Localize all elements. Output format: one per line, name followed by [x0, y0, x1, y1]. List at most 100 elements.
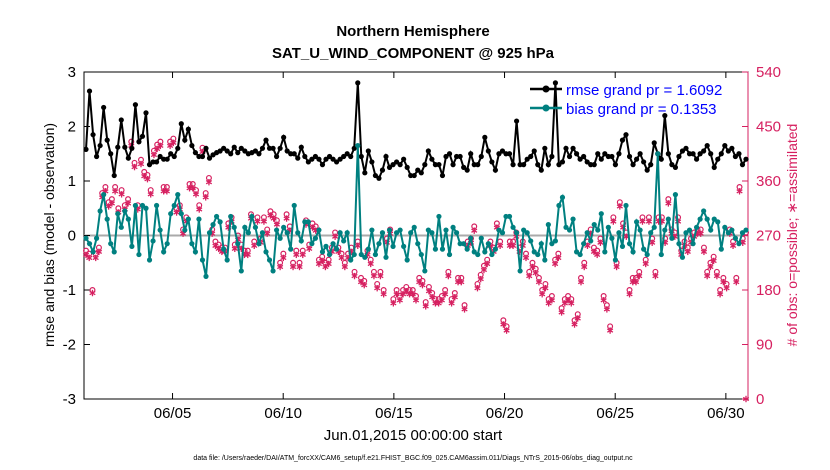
obs-assimilated-point: [267, 212, 274, 219]
obs-assimilated-point: [723, 284, 730, 292]
bias-point: [468, 235, 474, 241]
obs-assimilated-point: [597, 239, 604, 246]
obs-assimilated-stroke: [448, 301, 455, 306]
bias-point: [404, 257, 410, 263]
rmse-point: [528, 153, 534, 160]
obs-assimilated-point: [448, 300, 455, 307]
rmse-point: [510, 162, 516, 168]
obs-assimilated-point: [603, 306, 610, 313]
y-axis-label-left: rmse and bias (model - observation): [41, 123, 57, 347]
rmse-point: [450, 162, 456, 168]
obs-assimilated-point: [163, 188, 170, 195]
obs-assimilated-point: [561, 300, 568, 307]
bias-point: [245, 230, 251, 236]
obs-assimilated-point: [244, 251, 251, 259]
obs-assimilated-point: [270, 215, 277, 222]
obs-assimilated-stroke: [124, 201, 132, 206]
obs-assimilated-point: [697, 230, 704, 237]
obs-assimilated-stroke: [167, 143, 174, 149]
bias-point: [355, 142, 361, 149]
obs-assimilated-point: [332, 233, 339, 240]
rmse-point: [235, 150, 241, 156]
rmse-point: [277, 145, 283, 151]
y-axis-label-right: # of obs: o=possible; ∗=assimilated: [784, 124, 800, 347]
obs-assimilated-point: [503, 327, 510, 334]
rmse-point: [506, 151, 513, 157]
bias-point: [453, 230, 460, 236]
bias-point: [288, 246, 294, 252]
obs-assimilated-stroke: [555, 255, 562, 261]
bias-point: [693, 224, 700, 230]
bias-point: [319, 249, 326, 255]
obs-assimilated-stroke: [380, 292, 387, 297]
bias-point: [259, 230, 266, 236]
obs-assimilated-stroke: [458, 279, 465, 285]
obs-assimilated-stroke: [626, 292, 633, 297]
obs-assimilated-stroke: [484, 261, 491, 267]
bias-point: [118, 224, 124, 230]
obs-assimilated-point: [497, 242, 504, 249]
obs-assimilated-stroke: [283, 216, 290, 221]
y-tick-label-left: 2: [68, 119, 76, 136]
obs-assimilated-point: [632, 278, 640, 286]
x-tick-label: 06/20: [486, 405, 524, 422]
obs-assimilated-point: [341, 263, 348, 271]
obs-assimilated-point: [167, 142, 174, 150]
obs-assimilated-stroke: [254, 219, 261, 224]
obs-assimilated-stroke: [370, 273, 378, 279]
obs-assimilated-point: [299, 251, 306, 259]
bias-point: [482, 249, 488, 255]
rmse-point: [157, 153, 163, 160]
bias-point: [326, 251, 333, 258]
rmse-point: [457, 153, 463, 160]
rmse-point: [111, 172, 117, 179]
y-tick-label-left: 1: [68, 173, 76, 190]
bias-point: [344, 230, 350, 236]
obs-assimilated-point: [600, 297, 607, 304]
rmse-point: [492, 167, 499, 173]
rmse-point: [626, 153, 633, 160]
obs-assimilated-point: [231, 245, 238, 253]
bias-point: [556, 202, 562, 209]
bias-point: [570, 216, 576, 222]
obs-assimilated-stroke: [584, 243, 591, 248]
x-tick-label: 06/10: [264, 405, 302, 422]
obs-assimilated-stroke: [474, 286, 481, 291]
obs-assimilated-stroke: [581, 264, 588, 270]
obs-assimilated-point: [283, 215, 290, 222]
bias-point: [588, 238, 594, 244]
rmse-point: [591, 162, 597, 168]
bias-point: [228, 213, 234, 220]
rmse-point: [348, 153, 354, 160]
obs-assimilated-stroke: [296, 264, 303, 270]
rmse-point: [337, 156, 343, 162]
rmse-point: [379, 167, 386, 173]
x-axis-label: Jun.01,2015 00:00:00 start: [324, 427, 503, 444]
bias-point: [535, 251, 541, 258]
obs-assimilated-point: [529, 263, 536, 271]
legend-bias-label: bias grand pr = 0.1353: [566, 101, 717, 118]
obs-assimilated-stroke: [306, 246, 313, 251]
rmse-point: [118, 117, 124, 123]
bias-point: [559, 194, 566, 200]
obs-assimilated-stroke: [299, 252, 306, 258]
bias-point: [683, 230, 689, 236]
bias-point: [595, 227, 601, 233]
bias-point: [358, 251, 364, 258]
bias-point: [665, 216, 671, 222]
obs-assimilated-point: [700, 248, 708, 256]
obs-assimilated-point: [192, 191, 200, 198]
bias-point: [284, 230, 290, 236]
bias-point: [425, 227, 431, 233]
bias-point: [238, 268, 244, 274]
rmse-point: [658, 156, 664, 162]
bias-point: [401, 243, 407, 249]
obs-assimilated-stroke: [144, 177, 151, 182]
rmse-point: [189, 142, 195, 149]
obs-assimilated-point: [403, 288, 410, 295]
obs-assimilated-point: [147, 191, 154, 198]
obs-assimilated-stroke: [357, 279, 365, 285]
rmse-point: [355, 80, 361, 86]
y-tick-label-left: -3: [63, 391, 76, 408]
obs-assimilated-stroke: [564, 298, 572, 303]
